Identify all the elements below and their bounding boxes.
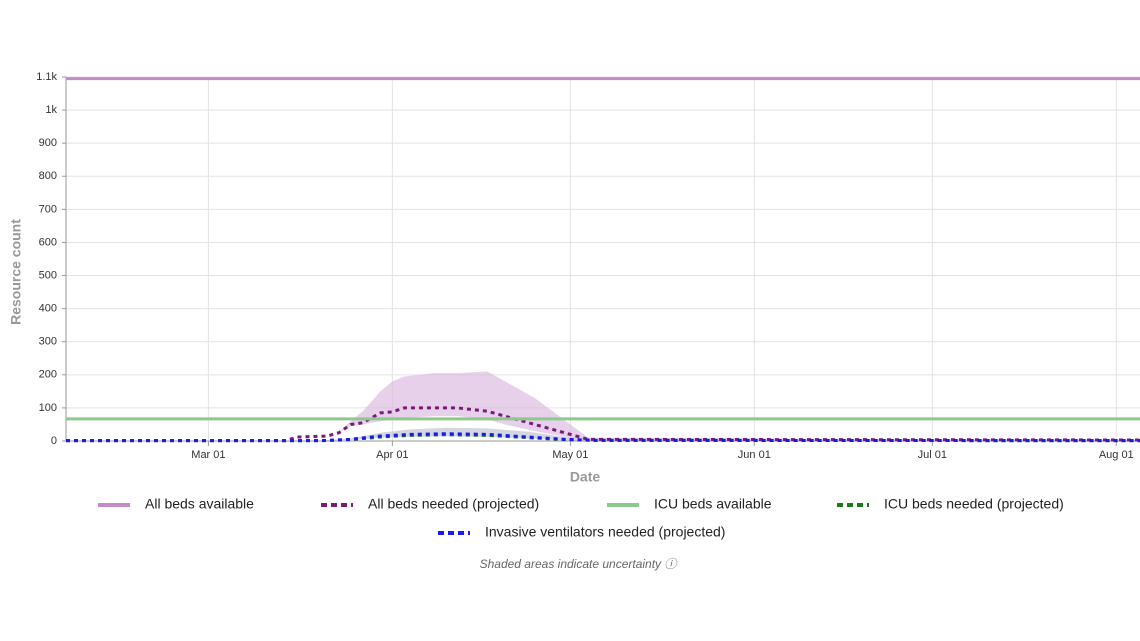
x-tick-label: Mar 01 [191, 449, 225, 461]
y-tick-label: 1.1k [36, 71, 57, 83]
x-tick-label: Aug 01 [1099, 449, 1134, 461]
x-tick-label: Apr 01 [376, 449, 408, 461]
legend-label: ICU beds available [654, 496, 772, 512]
y-tick-label: 800 [39, 170, 57, 182]
x-tick-label: May 01 [552, 449, 588, 461]
legend-label: ICU beds needed (projected) [884, 496, 1064, 512]
uncertainty-note: Shaded areas indicate uncertainty ⓘ [480, 557, 679, 571]
y-tick-label: 0 [51, 435, 57, 447]
legend-label: All beds needed (projected) [368, 496, 539, 512]
y-tick-label: 100 [39, 402, 57, 414]
legend-label: Invasive ventilators needed (projected) [485, 524, 725, 540]
y-tick-label: 500 [39, 269, 57, 281]
y-tick-label: 200 [39, 369, 57, 381]
legend-label: All beds available [145, 496, 254, 512]
y-tick-label: 900 [39, 137, 57, 149]
y-axis-label: Resource count [8, 219, 24, 325]
series-line [66, 406, 1140, 443]
y-tick-label: 300 [39, 336, 57, 348]
x-axis-label: Date [570, 469, 601, 485]
x-tick-label: Jul 01 [918, 449, 947, 461]
y-tick-label: 400 [39, 303, 57, 315]
uncertainty-band [66, 371, 1140, 441]
y-tick-label: 600 [39, 236, 57, 248]
y-tick-label: 700 [39, 203, 57, 215]
x-tick-label: Jun 01 [738, 449, 771, 461]
series-line [66, 432, 1140, 443]
y-tick-label: 1k [45, 104, 57, 116]
